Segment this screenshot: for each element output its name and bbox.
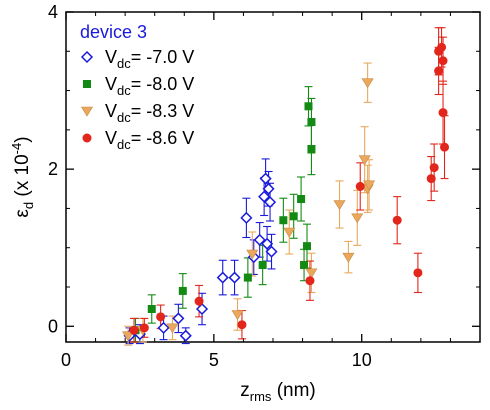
- legend-marker: [80, 106, 94, 117]
- data-point: [195, 302, 209, 316]
- data-point: [437, 42, 447, 52]
- data-point: [240, 211, 253, 224]
- legend-marker: [83, 80, 91, 88]
- data-point: [243, 273, 252, 282]
- data-point: [166, 323, 179, 334]
- data-point: [304, 102, 313, 111]
- data-point: [122, 331, 135, 342]
- data-point: [300, 261, 309, 269]
- data-point: [351, 213, 364, 224]
- y-tick-label: 2: [48, 159, 58, 179]
- data-point: [283, 227, 296, 238]
- data-point: [258, 190, 271, 203]
- data-point: [303, 242, 312, 251]
- data-point: [228, 271, 241, 284]
- data-point: [307, 145, 316, 154]
- y-axis-label: εd (x 10-4): [9, 136, 36, 217]
- data-point: [297, 195, 306, 203]
- data-point: [305, 268, 318, 279]
- data-point: [231, 310, 244, 321]
- data-point: [361, 78, 374, 89]
- legend-label: Vdc= -7.0 V: [105, 47, 194, 71]
- axis-ticks: 0 5 10 0 2 4: [48, 2, 480, 370]
- y-tick-label: 0: [48, 316, 58, 336]
- data-point: [179, 329, 192, 342]
- legend-label: Vdc= -8.6 V: [105, 128, 194, 152]
- data-point: [355, 181, 365, 191]
- data-point: [438, 108, 448, 118]
- data-point: [216, 271, 229, 284]
- data-point: [194, 296, 204, 306]
- data-point: [172, 312, 185, 325]
- x-tick-label: 10: [352, 350, 372, 370]
- data-point: [129, 325, 139, 335]
- data-point: [253, 233, 266, 246]
- data-point: [258, 261, 267, 269]
- data-point: [426, 174, 436, 184]
- data-point: [392, 215, 402, 225]
- data-point: [429, 163, 439, 173]
- data-point: [246, 249, 259, 260]
- data-point: [333, 200, 346, 211]
- data-point: [139, 323, 149, 333]
- data-point: [147, 305, 156, 313]
- data-point: [305, 276, 315, 286]
- data-point: [263, 196, 277, 209]
- data-point: [413, 268, 423, 278]
- data-points: [122, 42, 450, 342]
- data-point: [157, 321, 170, 334]
- data-point: [363, 180, 376, 191]
- x-tick-label: 5: [209, 350, 219, 370]
- legend-label: Vdc= -8.0 V: [105, 74, 194, 98]
- data-point: [307, 118, 316, 126]
- data-point: [261, 237, 274, 250]
- data-point: [237, 320, 247, 330]
- data-point: [279, 216, 288, 225]
- data-point: [438, 56, 448, 66]
- data-point: [434, 66, 444, 76]
- data-point: [178, 286, 187, 295]
- x-tick-label: 0: [61, 350, 71, 370]
- legend: device 3 Vdc= -7.0 V Vdc= -8.0 V Vdc= -8.3…: [80, 22, 194, 152]
- data-point: [156, 312, 166, 322]
- legend-marker: [80, 50, 94, 64]
- data-point: [342, 252, 355, 263]
- data-point: [259, 172, 272, 185]
- data-point: [262, 182, 275, 195]
- legend-header: device 3: [80, 22, 147, 42]
- data-point: [358, 155, 371, 166]
- data-point: [265, 245, 278, 258]
- x-axis-label: zrms (nm): [240, 380, 316, 404]
- data-point: [440, 142, 450, 152]
- data-point: [289, 212, 298, 221]
- y-tick-label: 4: [48, 2, 58, 22]
- legend-marker: [82, 133, 92, 143]
- legend-label: Vdc= -8.3 V: [105, 101, 194, 125]
